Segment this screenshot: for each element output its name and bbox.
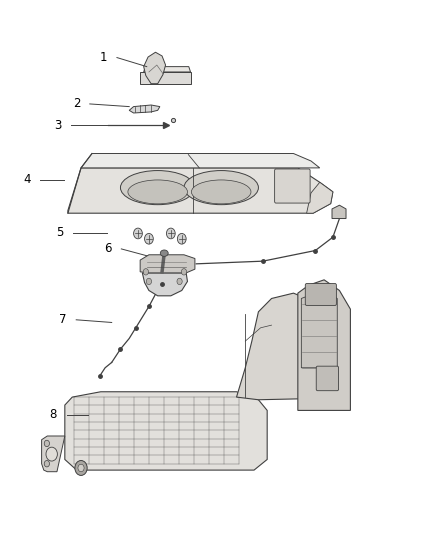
FancyBboxPatch shape	[275, 169, 310, 203]
Polygon shape	[144, 67, 191, 72]
Ellipse shape	[191, 180, 251, 204]
Polygon shape	[332, 205, 346, 219]
Circle shape	[44, 440, 49, 447]
Polygon shape	[65, 392, 267, 470]
Polygon shape	[140, 72, 191, 84]
Circle shape	[44, 461, 49, 467]
FancyBboxPatch shape	[316, 366, 339, 391]
Polygon shape	[237, 293, 315, 400]
Polygon shape	[301, 290, 337, 368]
FancyBboxPatch shape	[305, 284, 336, 305]
Circle shape	[145, 233, 153, 244]
Ellipse shape	[128, 180, 187, 204]
Polygon shape	[129, 105, 160, 113]
Text: 2: 2	[73, 98, 80, 110]
Text: 1: 1	[100, 51, 107, 64]
Text: 3: 3	[54, 119, 61, 132]
Circle shape	[75, 461, 87, 475]
Circle shape	[166, 228, 175, 239]
Text: 4: 4	[23, 173, 31, 186]
Circle shape	[177, 278, 182, 285]
Circle shape	[46, 447, 57, 461]
Polygon shape	[42, 436, 65, 472]
Circle shape	[78, 464, 84, 472]
Polygon shape	[144, 52, 166, 84]
Ellipse shape	[160, 250, 168, 256]
Circle shape	[146, 278, 152, 285]
Polygon shape	[81, 154, 320, 168]
Text: 7: 7	[59, 313, 67, 326]
Text: 8: 8	[49, 408, 57, 421]
Circle shape	[181, 269, 187, 275]
Polygon shape	[307, 182, 333, 213]
Circle shape	[177, 233, 186, 244]
Polygon shape	[142, 273, 187, 296]
Ellipse shape	[120, 171, 195, 205]
Ellipse shape	[184, 171, 258, 205]
Text: 6: 6	[104, 243, 112, 255]
Polygon shape	[298, 280, 350, 410]
Circle shape	[134, 228, 142, 239]
Circle shape	[143, 269, 148, 275]
Text: 5: 5	[56, 227, 64, 239]
Polygon shape	[140, 255, 195, 273]
Polygon shape	[68, 168, 333, 213]
